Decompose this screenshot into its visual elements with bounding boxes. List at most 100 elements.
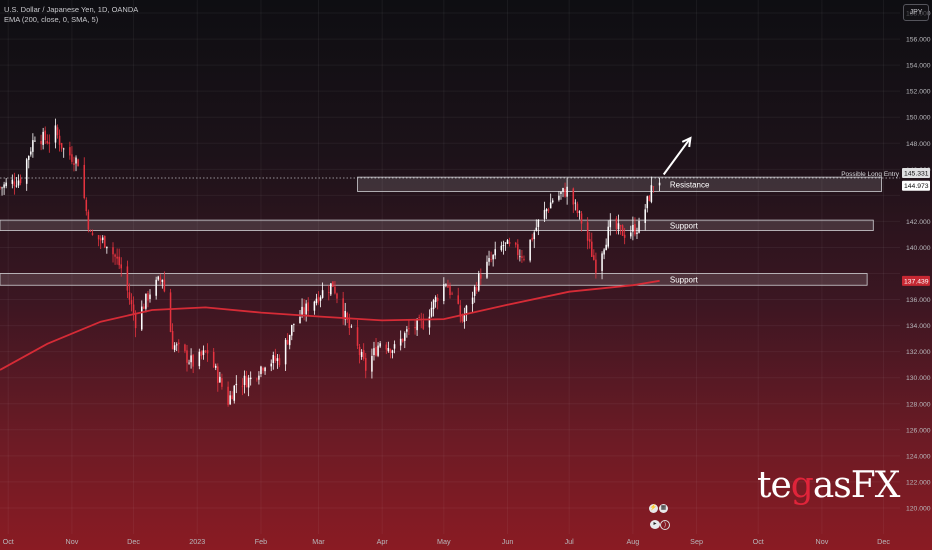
candle-body <box>480 274 482 279</box>
candle-body <box>615 218 618 229</box>
candle-body <box>34 140 36 142</box>
candle-body <box>636 232 638 235</box>
candle-body <box>560 192 562 194</box>
support-zone[interactable] <box>0 273 868 286</box>
price-tick-label: 132.000 <box>906 349 931 356</box>
candle-body <box>404 333 406 341</box>
candle-body <box>270 363 273 367</box>
candle-body <box>551 200 554 203</box>
price-tick-label: 136.000 <box>906 297 931 304</box>
price-axis[interactable]: 120.000 122.000 124.000 126.000 128.000 130.0… <box>902 11 931 513</box>
candle-body <box>488 257 490 262</box>
price-tag-1 <box>902 180 930 191</box>
candle-body <box>502 245 505 247</box>
candle-body <box>5 182 7 187</box>
candle-body <box>221 378 223 387</box>
candle-body <box>288 334 291 346</box>
candle-body <box>477 273 480 291</box>
candle-body <box>393 344 396 349</box>
candle-body <box>473 286 476 296</box>
indicator-legend[interactable]: EMA (200, close, 0, SMA, 5) <box>4 15 99 24</box>
candle-body <box>494 249 496 256</box>
price-tick-label: 140.000 <box>906 245 931 252</box>
candle-body <box>97 235 100 240</box>
candle-body <box>58 135 61 145</box>
candle-body <box>126 266 129 291</box>
candle-body <box>198 351 201 367</box>
price-tag-label: 144.973 <box>904 183 929 190</box>
time-tick-label: Feb <box>255 537 267 546</box>
candle-body <box>549 202 552 209</box>
candle-body <box>648 195 651 201</box>
candle-body <box>623 234 626 238</box>
candle-body <box>377 345 379 356</box>
currency-button[interactable]: JPY <box>903 4 929 21</box>
candle-body <box>71 154 73 162</box>
candle-body <box>356 327 359 346</box>
candle-body <box>307 302 309 312</box>
candle-body <box>578 211 581 213</box>
candle-body <box>506 240 509 244</box>
candle-body <box>443 284 445 302</box>
candle-body <box>531 237 533 240</box>
candle-body <box>173 345 176 351</box>
lightning-icon[interactable]: ⚡ <box>649 504 658 513</box>
candle-body <box>48 142 51 144</box>
candle-body <box>19 178 22 184</box>
candle-body <box>106 246 108 249</box>
candle-body <box>247 377 250 388</box>
candle-body <box>566 186 568 197</box>
candle-body <box>171 331 174 350</box>
time-tick-label: Nov <box>66 537 79 546</box>
candle-body <box>529 239 531 261</box>
candle-body <box>607 226 609 247</box>
time-tick-label: Dec <box>877 537 890 546</box>
candle-body <box>371 355 373 372</box>
candle-body <box>116 256 118 259</box>
candle-body <box>305 303 307 315</box>
candle-body <box>134 314 137 329</box>
candle-body <box>112 247 114 255</box>
candle-body <box>315 298 318 304</box>
arrow-head <box>681 136 692 148</box>
ema-200-line[interactable] <box>0 279 660 371</box>
candle-body <box>344 310 346 320</box>
candle-body <box>336 293 338 299</box>
candle-body <box>373 348 375 356</box>
candle-body <box>346 312 349 321</box>
candle-body <box>219 376 221 383</box>
candle-body <box>564 188 566 197</box>
candle-body <box>27 155 30 160</box>
time-tick-label: Oct <box>753 537 764 546</box>
candle-body <box>580 213 583 224</box>
candle-body <box>414 326 416 329</box>
candle-body <box>350 326 353 328</box>
time-tick-label: Apr <box>377 537 389 546</box>
candle-body <box>214 365 217 368</box>
price-tick-label: 142.000 <box>906 219 931 226</box>
candle-body <box>217 366 219 383</box>
candle-body <box>157 276 159 280</box>
time-axis[interactable]: Oct Nov Dec 2023 Feb Mar Apr May Jun Jul Aug Sep Oct… <box>3 537 891 546</box>
candle-body <box>231 395 233 400</box>
candle-body <box>465 305 468 315</box>
candles-layer <box>0 118 661 407</box>
entry-line-label: Possible Long Entry <box>841 171 900 178</box>
logo-text-end: asFX <box>812 465 901 506</box>
candle-body <box>30 151 32 155</box>
resistance-zone[interactable] <box>357 176 882 192</box>
candle-body <box>644 209 646 223</box>
calendar-icon[interactable]: ▦ <box>659 504 668 513</box>
replay-icon[interactable]: ▸ <box>650 520 660 529</box>
candle-body <box>177 342 180 345</box>
candle-body <box>537 219 540 228</box>
candle-body <box>486 261 488 278</box>
candle-body <box>89 231 92 232</box>
time-tick-label: Oct <box>3 537 14 546</box>
candle-body <box>276 358 279 361</box>
candle-body <box>299 316 301 324</box>
candle-body <box>379 343 381 347</box>
audio-icon[interactable]: ) <box>660 520 670 530</box>
support-zone[interactable] <box>0 219 874 231</box>
